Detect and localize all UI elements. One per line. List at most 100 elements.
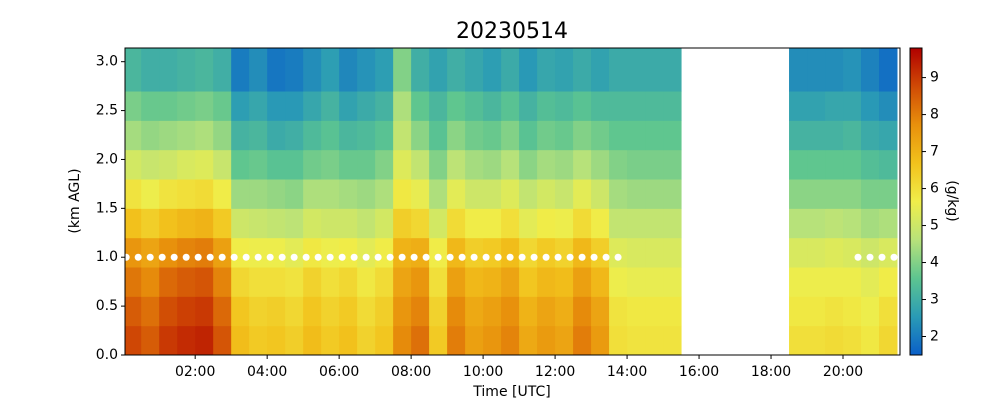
- heatmap-cell: [807, 267, 826, 297]
- heatmap-cell: [807, 237, 826, 268]
- heatmap-cell: [393, 237, 412, 268]
- heatmap-cell: [285, 179, 304, 209]
- heatmap-cell: [825, 325, 844, 356]
- heatmap-cell: [303, 325, 322, 356]
- heatmap-cell: [609, 149, 628, 180]
- heatmap-cell: [555, 296, 574, 327]
- marker: [254, 253, 262, 261]
- heatmap-cell: [125, 48, 142, 92]
- heatmap-cell: [249, 325, 268, 356]
- heatmap-cell: [321, 237, 340, 268]
- marker: [242, 253, 250, 261]
- heatmap-cell: [249, 48, 268, 92]
- heatmap-cell: [807, 296, 826, 327]
- heatmap-cell: [177, 325, 196, 356]
- heatmap-cell: [195, 296, 214, 327]
- heatmap-cell: [825, 208, 844, 239]
- heatmap-cell: [357, 91, 376, 121]
- heatmap-cell: [861, 149, 880, 180]
- heatmap-cell: [825, 120, 844, 151]
- heatmap-cell: [429, 48, 448, 92]
- heatmap-cell: [375, 208, 394, 239]
- heatmap-cell: [177, 296, 196, 327]
- heatmap-cell: [231, 91, 250, 121]
- heatmap-cell: [125, 120, 142, 151]
- heatmap-cell: [645, 120, 664, 151]
- heatmap-cell: [843, 120, 862, 151]
- heatmap-cell: [285, 91, 304, 121]
- heatmap-cell: [591, 267, 610, 297]
- heatmap-cell: [627, 237, 646, 268]
- heatmap-cell: [285, 48, 304, 92]
- heatmap-cell: [213, 48, 232, 92]
- heatmap-cell: [483, 237, 502, 268]
- x-tick-label: 18:00: [751, 364, 791, 380]
- heatmap-cell: [267, 325, 286, 356]
- heatmap-cell: [465, 237, 484, 268]
- heatmap-cell: [483, 267, 502, 297]
- heatmap-cell: [213, 325, 232, 356]
- heatmap-cell: [789, 296, 808, 327]
- heatmap-cell: [555, 149, 574, 180]
- heatmap-cell: [411, 48, 430, 92]
- heatmap-cell: [303, 48, 322, 92]
- marker: [326, 253, 334, 261]
- heatmap-cell: [843, 267, 862, 297]
- heatmap-cell: [537, 120, 556, 151]
- x-tick-label: 06:00: [319, 364, 359, 380]
- heatmap-cell: [125, 91, 142, 121]
- heatmap-cell: [465, 149, 484, 180]
- heatmap-cell: [645, 237, 664, 268]
- heatmap-cell: [267, 237, 286, 268]
- marker: [590, 253, 598, 261]
- heatmap-cell: [663, 120, 682, 151]
- heatmap-cell: [141, 48, 160, 92]
- marker: [446, 253, 454, 261]
- heatmap-cell: [825, 149, 844, 180]
- marker: [158, 253, 166, 261]
- heatmap-cell: [591, 91, 610, 121]
- marker: [518, 253, 526, 261]
- marker: [602, 253, 610, 261]
- heatmap-cell: [807, 179, 826, 209]
- heatmap-cell: [825, 237, 844, 268]
- heatmap-cell: [125, 179, 142, 209]
- colorbar-tick-label: 8: [930, 107, 939, 123]
- heatmap-cell: [555, 325, 574, 356]
- heatmap-cell: [195, 325, 214, 356]
- marker: [542, 253, 550, 261]
- heatmap-cell: [843, 325, 862, 356]
- heatmap-cell: [231, 120, 250, 151]
- heatmap-cell: [861, 208, 880, 239]
- marker: [494, 253, 502, 261]
- marker: [506, 253, 514, 261]
- heatmap-cell: [645, 325, 664, 356]
- heatmap-cell: [195, 149, 214, 180]
- colorbar-tick-label: 6: [930, 181, 939, 197]
- heatmap-cell: [339, 48, 358, 92]
- heatmap-cell: [447, 91, 466, 121]
- colorbar-tick-label: 3: [930, 292, 939, 308]
- heatmap-cell: [789, 325, 808, 356]
- heatmap-cell: [483, 296, 502, 327]
- heatmap-cell: [411, 120, 430, 151]
- heatmap-cell: [663, 237, 682, 268]
- heatmap-cell: [465, 48, 484, 92]
- heatmap-cell: [303, 179, 322, 209]
- heatmap-cell: [483, 91, 502, 121]
- heatmap-cell: [213, 91, 232, 121]
- heatmap-cell: [609, 120, 628, 151]
- heatmap-cell: [375, 179, 394, 209]
- heatmap-cell: [177, 237, 196, 268]
- heatmap-cell: [609, 91, 628, 121]
- heatmap-cell: [501, 208, 520, 239]
- heatmap-cell: [519, 208, 538, 239]
- heatmap-cell: [321, 325, 340, 356]
- heatmap-cell: [555, 237, 574, 268]
- heatmap-cell: [861, 237, 880, 268]
- heatmap-cell: [429, 179, 448, 209]
- heatmap-cell: [645, 91, 664, 121]
- heatmap-cell: [249, 179, 268, 209]
- heatmap-cell: [303, 267, 322, 297]
- heatmap-cell: [285, 267, 304, 297]
